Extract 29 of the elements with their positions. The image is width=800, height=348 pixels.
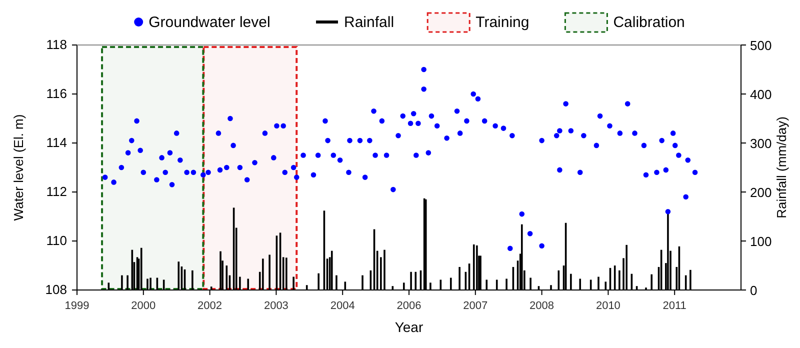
x-tick-label: 2010 xyxy=(596,300,620,312)
y-tick-label: 112 xyxy=(46,184,67,199)
y-tick-label: 118 xyxy=(46,37,67,52)
x-tick-label: 2003 xyxy=(264,300,288,312)
x-axis-title: Year xyxy=(394,319,424,335)
y-tick-label: 116 xyxy=(46,86,67,101)
x-tick-label: 2006 xyxy=(396,300,422,312)
legend-label: Groundwater level xyxy=(148,14,270,31)
y-axis-title: Water level (El. m) xyxy=(11,114,26,221)
y2-tick-label: 500 xyxy=(750,38,772,53)
x-tick-label: 1999 xyxy=(64,300,90,312)
legend-label: Training xyxy=(476,14,530,31)
y2-axis-title: Rainfall (mm/day) xyxy=(774,116,789,218)
y2-tick-label: 400 xyxy=(750,87,772,102)
y2-tick-label: 100 xyxy=(750,234,772,249)
x-tick-label: 2000 xyxy=(131,300,156,312)
x-tick-label: 2004 xyxy=(330,300,355,312)
y2-tick-label: 300 xyxy=(750,136,772,151)
y2-tick-label: 0 xyxy=(750,283,758,298)
x-tick-label: 2008 xyxy=(530,300,554,312)
legend-label: Rainfall xyxy=(344,14,394,31)
y-tick-label: 108 xyxy=(45,282,67,297)
x-tick-label: 2007 xyxy=(463,300,488,312)
y2-tick-label: 200 xyxy=(750,185,772,200)
y-tick-label: 110 xyxy=(46,233,67,248)
x-tick-label: 2011 xyxy=(662,300,686,312)
y-tick-label: 114 xyxy=(46,135,67,150)
legend-label: Calibration xyxy=(613,14,685,31)
x-tick-label: 2002 xyxy=(198,300,222,312)
